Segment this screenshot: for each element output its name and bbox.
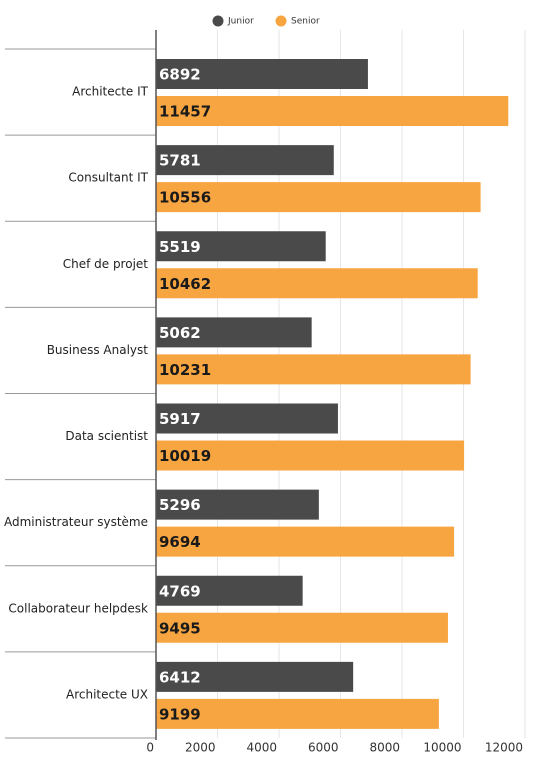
y-tick-label: Business Analyst [47, 343, 149, 357]
value-label: 11457 [159, 103, 211, 121]
value-label: 9694 [159, 533, 201, 551]
bar [156, 526, 455, 557]
legend-label: Senior [291, 17, 320, 27]
bar [156, 575, 303, 606]
value-label: 6892 [159, 66, 201, 84]
value-label: 5296 [159, 496, 201, 514]
bar [156, 96, 509, 126]
bar [156, 59, 368, 89]
y-tick-label: Consultant IT [68, 171, 148, 185]
y-tick-label: Architecte UX [66, 687, 148, 701]
value-label: 5062 [159, 324, 201, 342]
bar [156, 612, 448, 643]
value-label: 5781 [159, 152, 201, 170]
value-label: 10556 [159, 189, 211, 207]
x-tick-label: 12000 [485, 741, 523, 755]
x-tick-label: 2000 [185, 741, 216, 755]
bar [156, 440, 465, 471]
x-tick-label: 10000 [423, 741, 461, 755]
value-label: 10231 [159, 361, 211, 379]
y-tick-label: Data scientist [65, 429, 148, 443]
legend-label: Junior [227, 17, 254, 27]
bar [156, 403, 338, 434]
value-label: 5917 [159, 410, 201, 428]
value-label: 9199 [159, 705, 201, 723]
y-tick-label: Collaborateur helpdesk [8, 601, 148, 615]
bar [156, 354, 471, 385]
value-label: 5519 [159, 238, 201, 256]
value-label: 10462 [159, 275, 211, 293]
y-tick-label: Architecte IT [72, 85, 149, 99]
bar [156, 182, 481, 213]
value-label: 10019 [159, 447, 211, 465]
y-tick-label: Chef de projet [63, 257, 149, 271]
x-tick-label: 6000 [308, 741, 339, 755]
value-label: 9495 [159, 619, 201, 637]
x-tick-label: 0 [146, 741, 154, 755]
bar [156, 698, 439, 729]
legend-marker [275, 15, 287, 27]
bar [156, 317, 312, 348]
value-label: 4769 [159, 582, 201, 600]
legend-marker [212, 15, 224, 27]
value-label: 6412 [159, 668, 201, 686]
x-tick-label: 8000 [369, 741, 400, 755]
bar [156, 489, 319, 520]
bar [156, 145, 334, 176]
bar [156, 231, 326, 262]
bar [156, 268, 478, 299]
y-tick-label: Administrateur système [4, 515, 148, 529]
x-tick-label: 4000 [246, 741, 277, 755]
bar [156, 661, 354, 692]
